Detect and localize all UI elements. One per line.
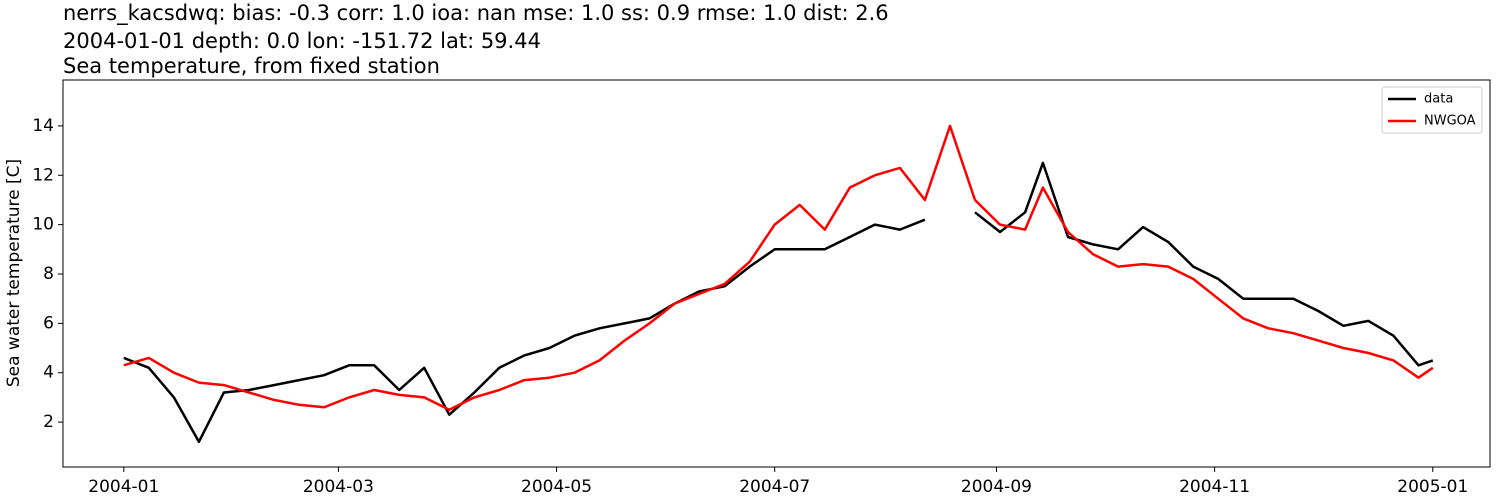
y-tick-label: 6 (43, 313, 54, 333)
y-tick-label: 4 (43, 363, 54, 383)
data-line (123, 161, 1434, 444)
x-tick-label: 2004-01 (88, 477, 159, 497)
legend-label: NWGOA (1424, 114, 1476, 129)
x-tick-label: 2004-07 (739, 477, 810, 497)
y-tick-label: 14 (32, 116, 54, 136)
chart-title: nerrs_kacsdwq: bias: -0.3 corr: 1.0 ioa:… (63, 1, 889, 26)
y-axis-label: Sea water temperature [C] (4, 159, 24, 387)
data-line (123, 124, 1434, 411)
legend-label: data (1424, 92, 1453, 107)
y-tick-label: 2 (43, 412, 54, 432)
x-tick-label: 2005-01 (1397, 477, 1468, 497)
x-tick-label: 2004-09 (961, 477, 1032, 497)
y-tick-label: 10 (32, 215, 54, 235)
y-tick-label: 12 (32, 165, 54, 185)
chart-subtitle: 2004-01-01 depth: 0.0 lon: -151.72 lat: … (63, 29, 541, 53)
x-tick-label: 2004-05 (521, 477, 592, 497)
plot-frame (62, 79, 1491, 468)
x-tick-label: 2004-11 (1179, 477, 1250, 497)
x-tick-label: 2004-03 (303, 477, 374, 497)
y-tick-label: 8 (43, 264, 54, 284)
chart-subtitle: Sea temperature, from fixed station (63, 54, 440, 78)
